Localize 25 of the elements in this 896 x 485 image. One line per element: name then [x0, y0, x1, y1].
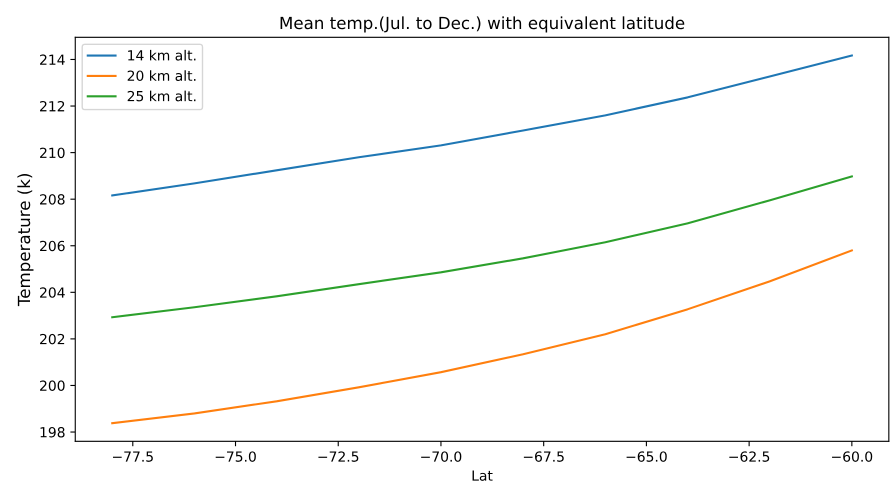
legend-label: 14 km alt.	[128, 50, 196, 61]
x-tick-label: −65.0	[626, 451, 667, 462]
y-axis-title: Temperature (k)	[17, 174, 34, 306]
y-tick-label: 214	[40, 54, 65, 65]
x-tick-label: −70.0	[421, 451, 462, 462]
y-tick-label: 208	[40, 194, 65, 205]
line-series	[111, 249, 853, 424]
y-tick-label: 198	[40, 427, 65, 438]
x-axis-title: Lat	[472, 470, 493, 481]
y-tick-label: 204	[40, 287, 65, 298]
x-tick-label: −67.5	[524, 451, 564, 462]
x-tick-label: −62.5	[729, 451, 770, 462]
x-tick-label: −77.5	[112, 452, 153, 462]
x-tick-label: −72.5	[318, 451, 358, 462]
line-series	[111, 175, 853, 318]
x-tick-label: −60.0	[832, 451, 872, 462]
x-tick-label: −75.0	[216, 451, 256, 462]
y-tick-label: 202	[40, 334, 64, 344]
legend-label: 20 km alt.	[128, 70, 196, 81]
legend-label: 25 km alt.	[128, 90, 196, 102]
y-tick-label: 210	[40, 148, 65, 158]
chart-title: Mean temp.(Jul. to Dec.) with equivalent latitude	[280, 16, 684, 32]
y-tick-label: 200	[40, 380, 65, 391]
y-tick-label: 206	[40, 240, 65, 252]
y-tick-label: 212	[40, 101, 64, 112]
